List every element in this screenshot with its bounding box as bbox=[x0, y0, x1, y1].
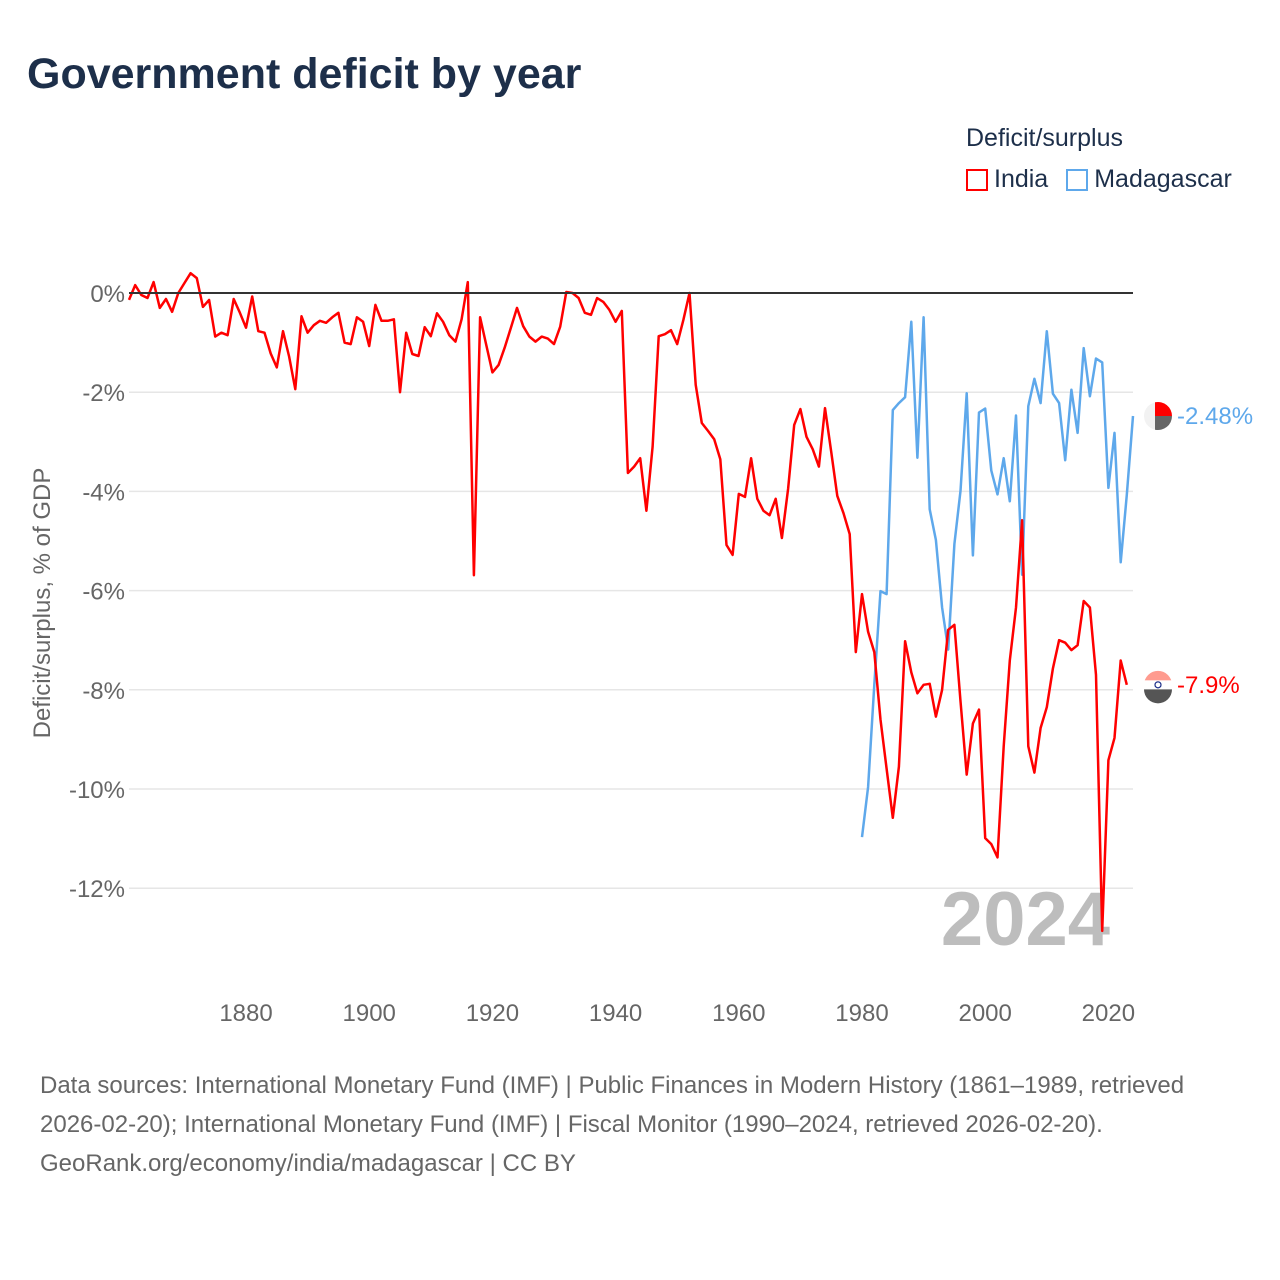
y-tick-label: -4% bbox=[82, 479, 125, 506]
legend-item-madagascar[interactable]: Madagascar bbox=[1066, 165, 1232, 194]
current-year-label: 2024 bbox=[941, 877, 1110, 962]
x-axis-ticks: 1880 1900 1920 1940 1960 1980 2000 2020 bbox=[219, 1000, 1135, 1027]
series-line-madagascar bbox=[860, 316, 1135, 838]
y-tick-label: -2% bbox=[82, 380, 125, 407]
x-tick-label: 1920 bbox=[466, 1000, 519, 1027]
x-tick-label: 1880 bbox=[219, 1000, 272, 1027]
credit-link[interactable]: GeoRank.org/economy/india/madagascar | C… bbox=[40, 1150, 576, 1177]
x-tick-label: 2020 bbox=[1082, 1000, 1135, 1027]
x-tick-label: 1980 bbox=[835, 1000, 888, 1027]
end-label-madagascar: -2.48% bbox=[1177, 403, 1253, 430]
x-tick-label: 1960 bbox=[712, 1000, 765, 1027]
flag-icon-india bbox=[1144, 670, 1172, 704]
line-chart: 0%-2%-4%-6%-8%-10%-12% 1880 1900 1920 1940 1… bbox=[29, 271, 1253, 1027]
flag-green bbox=[1155, 416, 1172, 431]
flag-bottom bbox=[1144, 689, 1172, 704]
legend-swatch-india bbox=[966, 168, 988, 191]
end-label-india: -7.9% bbox=[1177, 672, 1240, 699]
y-tick-label: -10% bbox=[69, 777, 125, 804]
y-tick-label: -6% bbox=[82, 579, 125, 606]
gridlines bbox=[129, 391, 1133, 889]
chakra bbox=[1154, 681, 1162, 689]
end-labels: -2.48% -7.9% bbox=[1144, 401, 1253, 704]
legend-swatch-madagascar bbox=[1066, 168, 1089, 191]
chart-title: Government deficit by year bbox=[27, 50, 582, 98]
flag-middle bbox=[1144, 680, 1172, 690]
data-sources: Data sources: International Monetary Fun… bbox=[40, 1072, 1185, 1138]
x-tick-label: 1900 bbox=[343, 1000, 396, 1027]
flag-icon-madagascar bbox=[1144, 401, 1172, 431]
series-line-india bbox=[127, 271, 1129, 933]
legend-label-madagascar: Madagascar bbox=[1094, 165, 1232, 193]
x-tick-label: 2000 bbox=[958, 1000, 1011, 1027]
y-tick-label: -12% bbox=[69, 876, 125, 903]
y-tick-label: -8% bbox=[82, 678, 125, 705]
legend-item-india[interactable]: India bbox=[966, 165, 1048, 194]
y-tick-label: 0% bbox=[90, 281, 125, 308]
flag-red bbox=[1155, 401, 1172, 417]
series-lines bbox=[127, 271, 1135, 933]
x-tick-label: 1940 bbox=[589, 1000, 642, 1027]
legend: Deficit/surplus India Madagascar bbox=[966, 124, 1232, 194]
legend-title: Deficit/surplus bbox=[966, 124, 1123, 152]
y-axis-ticks: 0% -2% -4% -6% -8% -10% -12% bbox=[69, 281, 125, 903]
legend-label-india: India bbox=[994, 165, 1049, 193]
y-axis-title: Deficit/surplus, % of GDP bbox=[29, 468, 56, 739]
footer: Data sources: International Monetary Fun… bbox=[40, 1066, 1240, 1183]
